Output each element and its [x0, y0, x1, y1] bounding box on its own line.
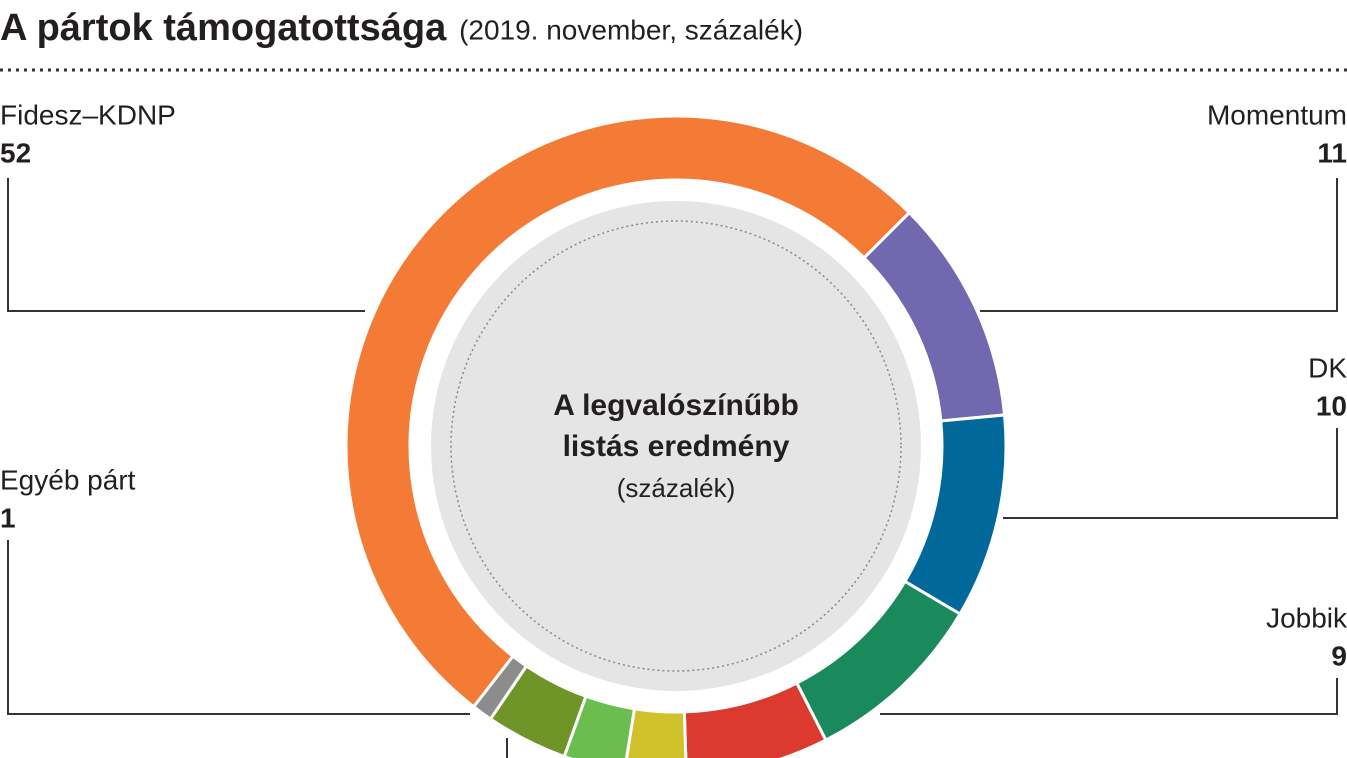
donut-segment: [471, 654, 529, 722]
center-ring: [450, 220, 902, 672]
value-label: 52: [0, 137, 31, 168]
category-label: Fidesz–KDNP: [0, 99, 176, 130]
category-label: Jobbik: [1266, 602, 1347, 633]
leader-lines: [7, 178, 1338, 758]
value-label: 10: [1316, 390, 1347, 421]
value-label: 1: [0, 502, 16, 533]
chart-title: A pártok támogatottsága: [0, 7, 447, 49]
value-label: 11: [1317, 137, 1347, 168]
center-sublabel: (százalék): [617, 473, 735, 503]
category-label: Momentum: [1207, 99, 1347, 130]
center-disc: [431, 201, 921, 691]
donut-segment: [344, 114, 912, 709]
center-label: listás eredmény: [563, 430, 790, 463]
center-label: A legvalószínűbb: [553, 389, 799, 422]
value-label: 9: [1331, 640, 1347, 671]
chart-subtitle: (2019. november, százalék): [459, 14, 803, 45]
category-label: DK: [1308, 352, 1347, 383]
category-label: Egyéb párt: [0, 464, 136, 495]
donut: [344, 114, 1008, 758]
